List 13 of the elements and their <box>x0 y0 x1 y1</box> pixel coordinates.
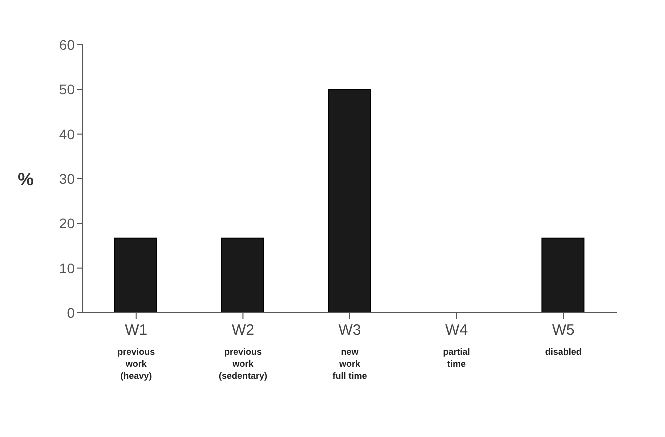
y-tick-label: 10 <box>59 260 76 276</box>
y-tick-label: 20 <box>59 216 76 232</box>
y-tick-label: 60 <box>59 36 76 53</box>
y-tick-label: 30 <box>59 170 76 187</box>
x-tick-label: W4 partial time <box>443 322 470 369</box>
x-tick-label: W5 disabled <box>545 322 582 357</box>
y-axis-title: % <box>18 169 34 190</box>
y-tick-label: 0 <box>67 304 76 321</box>
x-tick-label: W1 previous work (heavy) <box>118 322 156 381</box>
y-tick-label: 40 <box>59 126 76 142</box>
x-tick-label: W2 previous work (sedentary) <box>218 322 268 381</box>
y-tick-label: 50 <box>59 82 76 98</box>
x-tick-label: W3 new work full time <box>332 322 368 381</box>
